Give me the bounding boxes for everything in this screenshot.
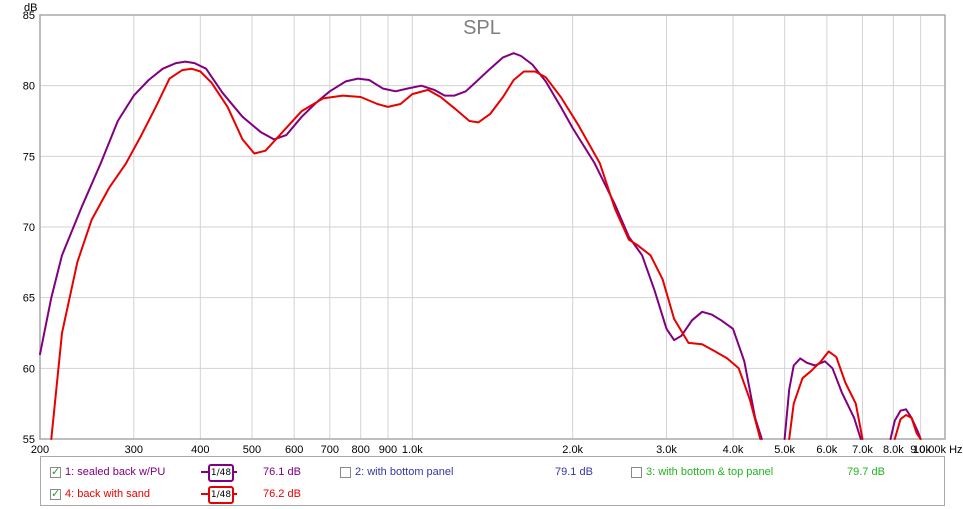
y-tick-label: 70 [23, 222, 35, 234]
y-tick-label: 60 [23, 363, 35, 375]
series-line-1 [889, 408, 922, 440]
series-4-smoothing-text: 1/48 [208, 486, 234, 504]
series-1-smoothing-badge[interactable]: 1/48 [201, 464, 237, 482]
x-tick-label: 10.00k Hz [913, 444, 963, 455]
plot-frame [39, 14, 946, 440]
x-tick-label: 7.0k [852, 444, 873, 455]
chart-title: SPL [463, 17, 501, 39]
series-1-checkbox[interactable] [50, 465, 61, 478]
series-line-1 [39, 52, 763, 440]
x-tick-label: 3.0k [656, 444, 677, 455]
series-1-value: 76.1 dB [263, 466, 301, 478]
y-tick-label: 55 [23, 434, 35, 446]
x-tick-label: 200 [31, 444, 49, 455]
series-4-smoothing-badge[interactable]: 1/48 [201, 486, 237, 504]
series-line-2 [50, 67, 762, 440]
series-lines [39, 52, 922, 440]
legend-item-2[interactable]: 2: with bottom panel [340, 464, 453, 480]
legend-item-3[interactable]: 3: with bottom & top panel [631, 464, 773, 480]
series-3-checkbox[interactable] [631, 466, 642, 478]
x-tick-label: 900 [379, 444, 397, 455]
series-4-label: 4: back with sand [65, 488, 150, 500]
x-tick-label: 2.0k [562, 444, 583, 455]
legend-panel: 1: sealed back w/PU 1/48 76.1 dB 2: with… [40, 456, 945, 506]
x-tick-label: 6.0k [816, 444, 837, 455]
legend-item-1[interactable]: 1: sealed back w/PU [50, 464, 165, 480]
y-tick-label: 85 [23, 10, 35, 22]
series-2-checkbox[interactable] [340, 466, 351, 478]
grid-lines [39, 14, 946, 440]
y-tick-label: 65 [23, 293, 35, 305]
series-3-label: 3: with bottom & top panel [646, 466, 774, 478]
series-1-label: 1: sealed back w/PU [65, 466, 166, 478]
y-tick-label: 75 [23, 151, 35, 163]
x-tick-label: 9.0k [910, 444, 931, 455]
y-axis-unit-label: dB [24, 2, 37, 14]
x-tick-label: 300 [125, 444, 143, 455]
x-tick-label: 8.0k [883, 444, 904, 455]
legend-item-4[interactable]: 4: back with sand [50, 486, 150, 502]
series-4-checkbox[interactable] [50, 487, 61, 500]
x-tick-label: 400 [191, 444, 209, 455]
series-line-1 [783, 357, 862, 440]
x-tick-label: 600 [285, 444, 303, 455]
series-4-value: 76.2 dB [263, 488, 301, 500]
series-1-smoothing-text: 1/48 [208, 464, 234, 482]
series-line-2 [788, 350, 864, 440]
x-tick-label: 500 [243, 444, 261, 455]
series-line-2 [893, 414, 922, 440]
x-tick-label: 4.0k [723, 444, 744, 455]
y-tick-label: 80 [23, 81, 35, 93]
tick-labels: 200 300 400 500 600 700 800 900 1.0k 2.0k 3.0k 4.0k… [23, 10, 963, 455]
x-tick-label: 1.0k [402, 444, 423, 455]
series-2-value: 79.1 dB [555, 466, 593, 478]
x-tick-label: 700 [321, 444, 339, 455]
series-2-label: 2: with bottom panel [355, 466, 454, 478]
x-tick-label: 5.0k [774, 444, 795, 455]
series-3-value: 79.7 dB [847, 466, 885, 478]
x-tick-label: 800 [352, 444, 370, 455]
spl-chart: SPL dB 200 300 400 500 600 700 800 900 1.0k 2.0k 3… [23, 2, 963, 455]
